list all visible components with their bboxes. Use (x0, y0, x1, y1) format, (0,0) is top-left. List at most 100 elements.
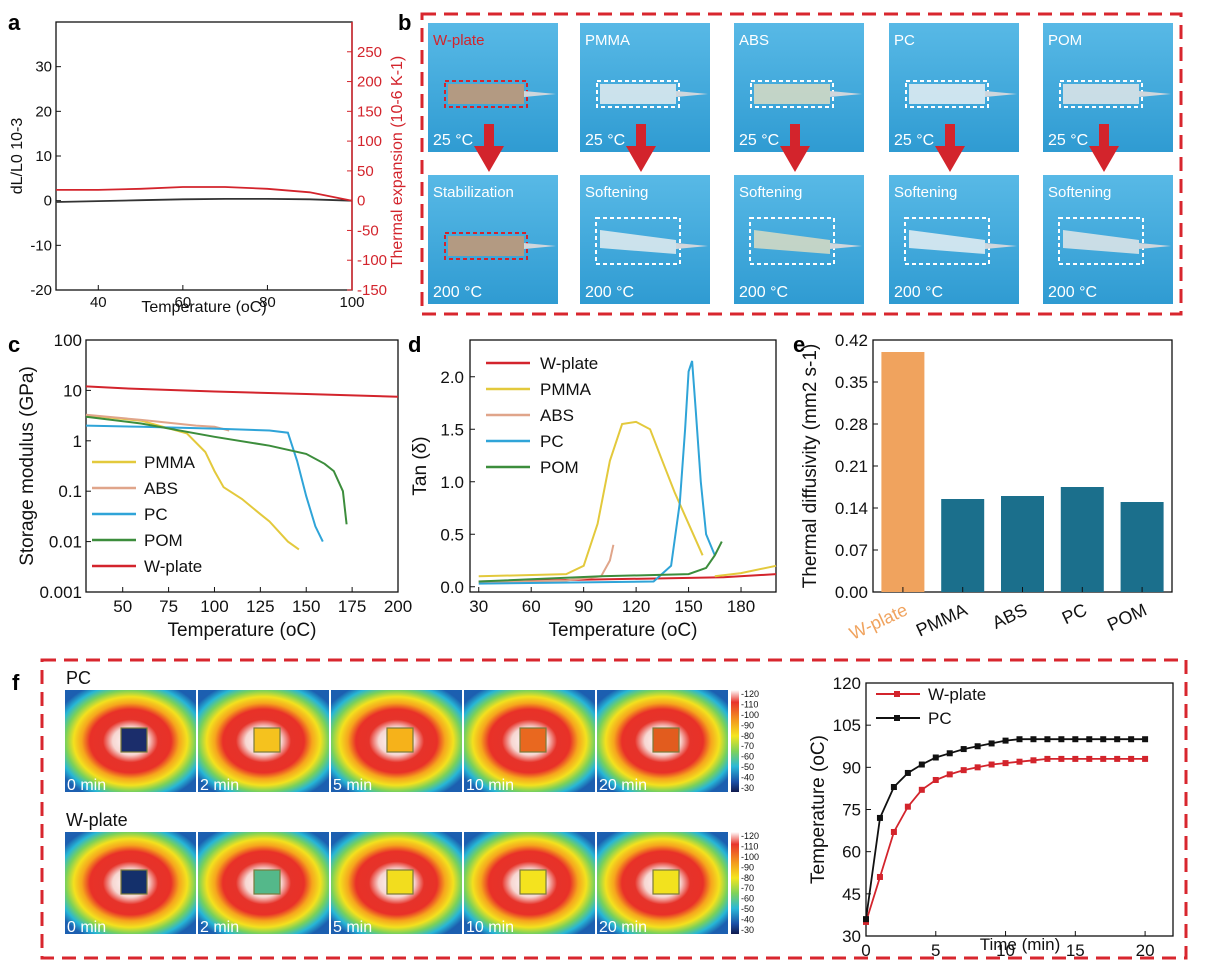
data-point (932, 776, 939, 783)
tweezer-tip (985, 91, 1017, 97)
y-axis-label: Thermal diffusivity (mm2 s-1) (800, 344, 821, 589)
colorbar-tick-label: -70 (741, 883, 754, 893)
sample-box (595, 217, 681, 265)
x-tick-label: 20 (1136, 941, 1155, 960)
tweezer-tip (524, 91, 556, 97)
colorbar (731, 832, 739, 934)
data-point (946, 771, 953, 778)
sample-square (386, 869, 414, 895)
series-line-w-plate (85, 385, 399, 398)
down-arrow-icon (1089, 146, 1119, 172)
x-tick-label: 30 (469, 597, 488, 616)
y-axis-label: Tan (δ) (410, 436, 431, 495)
y-tick-label: 0.00 (835, 583, 868, 602)
data-point (876, 873, 883, 880)
y-tick-label: 0 (44, 193, 52, 210)
data-point (1114, 755, 1121, 762)
y-tick-label: 10 (63, 381, 82, 400)
legend-marker (894, 715, 900, 721)
temperature-label: 200 °C (894, 284, 943, 301)
y-axis-label: Storage modulus (GPa) (17, 366, 38, 566)
legend-label: PC (144, 505, 168, 524)
legend-label: ABS (540, 406, 574, 425)
data-point (876, 814, 883, 821)
data-point (904, 769, 911, 776)
data-point (1030, 736, 1037, 743)
bar-pmma (941, 499, 985, 592)
material-name: PMMA (585, 32, 630, 49)
panel-b-frame (420, 12, 1183, 316)
series-line-dl (55, 197, 353, 203)
down-arrow-icon (626, 146, 656, 172)
material-name: ABS (739, 32, 769, 49)
x-tick-label: 75 (159, 597, 178, 616)
tweezer-tip (524, 243, 556, 249)
x-tick-label: 10 (996, 941, 1015, 960)
time-label: 10 min (466, 777, 514, 794)
colorbar-tick-label: -120 (741, 689, 759, 699)
legend-label: POM (144, 531, 183, 550)
temperature-label: 200 °C (585, 284, 634, 301)
x-axis-label: Temperature (oC) (168, 620, 317, 641)
data-point (1100, 736, 1107, 743)
series-line-extra (714, 564, 777, 578)
y-tick-label: 2.0 (440, 368, 464, 387)
y-tick-label: 75 (842, 801, 861, 820)
colorbar-tick-label: -30 (741, 783, 754, 793)
legend-label: PMMA (144, 453, 196, 472)
legend-label: PC (928, 709, 952, 728)
panel-b-photos: W-plate 25 °C Stabilization 200 °C PMMA 25 °C… (428, 23, 1173, 304)
sample-square (120, 869, 148, 895)
colorbar-tick-label: -60 (741, 894, 754, 904)
x-tick-label: 0 (861, 941, 870, 960)
data-point (1044, 736, 1051, 743)
tweezer-tip (676, 91, 708, 97)
y-tick-label: 0.21 (835, 457, 868, 476)
data-point (1072, 755, 1079, 762)
tweezer-tip (1139, 243, 1171, 249)
data-point (1086, 736, 1093, 743)
temperature-label: 25 °C (739, 132, 779, 149)
series-line-pmma (478, 420, 704, 578)
sample-strip (909, 230, 985, 254)
sample-square (120, 727, 148, 753)
colorbar-tick-label: -70 (741, 741, 754, 751)
colorbar-tick-label: -40 (741, 773, 754, 783)
y2-tick-label: -50 (357, 222, 379, 239)
y-tick-label: 60 (842, 843, 861, 862)
x-tick-label: W-plate (846, 599, 910, 643)
panel-label-b: b (398, 10, 411, 35)
y-tick-label: 30 (35, 59, 52, 76)
colorbar-tick-label: -110 (741, 841, 758, 851)
thermal-row-label: PC (66, 668, 91, 688)
panel-d-axes (469, 339, 777, 593)
temperature-label: 25 °C (894, 132, 934, 149)
data-point (890, 828, 897, 835)
x-tick-label: 5 (931, 941, 940, 960)
data-point (1058, 736, 1065, 743)
y-tick-label: 0.1 (58, 482, 82, 501)
y-tick-label: 0.001 (39, 583, 82, 602)
colorbar-tick-label: -60 (741, 752, 754, 762)
sample-strip (600, 230, 676, 254)
sample-strip (754, 84, 830, 104)
x-tick-label: 100 (339, 294, 364, 311)
y2-tick-label: 250 (357, 44, 382, 61)
x-tick-label: PMMA (913, 599, 970, 640)
y-tick-label: 30 (842, 927, 861, 946)
time-label: 0 min (67, 919, 106, 936)
sample-square (519, 869, 547, 895)
series-line-pom (478, 541, 723, 583)
down-arrow-icon (780, 146, 810, 172)
x-tick-label: 175 (338, 597, 366, 616)
data-point (988, 761, 995, 768)
state-label: Softening (739, 184, 802, 201)
data-point (890, 784, 897, 791)
x-tick-label: 60 (175, 294, 192, 311)
colorbar-tick-label: -100 (741, 710, 759, 720)
tweezer-tip (830, 91, 862, 97)
material-name: PC (894, 32, 915, 49)
sample-strip (754, 230, 830, 254)
y-tick-label: 0.14 (835, 499, 868, 518)
